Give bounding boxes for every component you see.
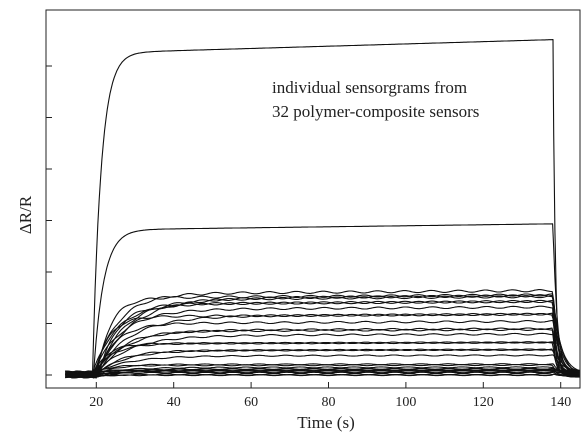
sensorgram-series-17 [65, 341, 580, 374]
x-tick-label-100: 100 [395, 395, 416, 410]
sensorgram-series-6 [65, 293, 580, 374]
sensorgram-series-2 [65, 223, 580, 377]
sensorgram-series-4 [65, 294, 580, 378]
sensorgram-series-25 [65, 366, 580, 374]
sensorgram-series-22 [65, 363, 580, 375]
sensorgram-series-12 [65, 319, 580, 379]
sensorgram-series-20 [65, 354, 580, 373]
x-tick-label-20: 20 [89, 395, 103, 410]
x-axis-title: Time (s) [297, 413, 354, 432]
x-tick-label-40: 40 [167, 395, 181, 410]
x-tick-label-80: 80 [322, 395, 336, 410]
series-layer [65, 39, 580, 379]
sensorgram-series-31 [65, 368, 580, 373]
x-tick-label-140: 140 [550, 395, 571, 410]
sensorgram-series-14 [65, 327, 580, 374]
x-tick-label-60: 60 [244, 395, 258, 410]
sensorgram-series-8 [65, 299, 580, 375]
sensorgram-series-1 [65, 39, 580, 379]
sensorgram-series-32 [65, 373, 580, 377]
annotation-line-2: 32 polymer-composite sensors [272, 102, 479, 121]
sensorgram-series-30 [65, 370, 580, 375]
sensorgram-series-11 [65, 312, 580, 375]
sensorgram-series-9 [65, 305, 580, 373]
plot-frame [45, 9, 581, 389]
annotation-line-1: individual sensorgrams from [272, 78, 467, 97]
sensorgram-series-19 [65, 348, 580, 376]
sensorgram-series-15 [65, 332, 580, 379]
x-tick-label-120: 120 [473, 395, 494, 410]
tick-layer: 20 40 60 80 100 120 140 [46, 65, 571, 410]
y-axis-title: ΔR/R [16, 195, 35, 234]
